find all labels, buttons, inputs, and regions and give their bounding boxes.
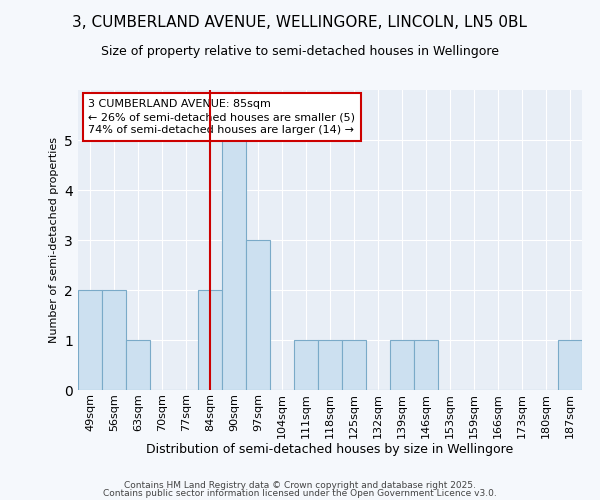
Bar [390, 340, 414, 390]
Bar [102, 290, 126, 390]
Bar [246, 240, 270, 390]
Text: Size of property relative to semi-detached houses in Wellingore: Size of property relative to semi-detach… [101, 45, 499, 58]
Text: 3, CUMBERLAND AVENUE, WELLINGORE, LINCOLN, LN5 0BL: 3, CUMBERLAND AVENUE, WELLINGORE, LINCOL… [73, 15, 527, 30]
Text: 3 CUMBERLAND AVENUE: 85sqm
← 26% of semi-detached houses are smaller (5)
74% of : 3 CUMBERLAND AVENUE: 85sqm ← 26% of semi… [88, 99, 355, 136]
Bar [126, 340, 150, 390]
Bar [342, 340, 366, 390]
Bar [318, 340, 342, 390]
Text: Contains HM Land Registry data © Crown copyright and database right 2025.: Contains HM Land Registry data © Crown c… [124, 481, 476, 490]
Y-axis label: Number of semi-detached properties: Number of semi-detached properties [49, 137, 59, 343]
X-axis label: Distribution of semi-detached houses by size in Wellingore: Distribution of semi-detached houses by … [146, 444, 514, 456]
Bar [198, 290, 222, 390]
Text: Contains public sector information licensed under the Open Government Licence v3: Contains public sector information licen… [103, 488, 497, 498]
Bar [222, 140, 246, 390]
Bar [78, 290, 102, 390]
Bar [414, 340, 438, 390]
Bar [558, 340, 582, 390]
Bar [294, 340, 318, 390]
